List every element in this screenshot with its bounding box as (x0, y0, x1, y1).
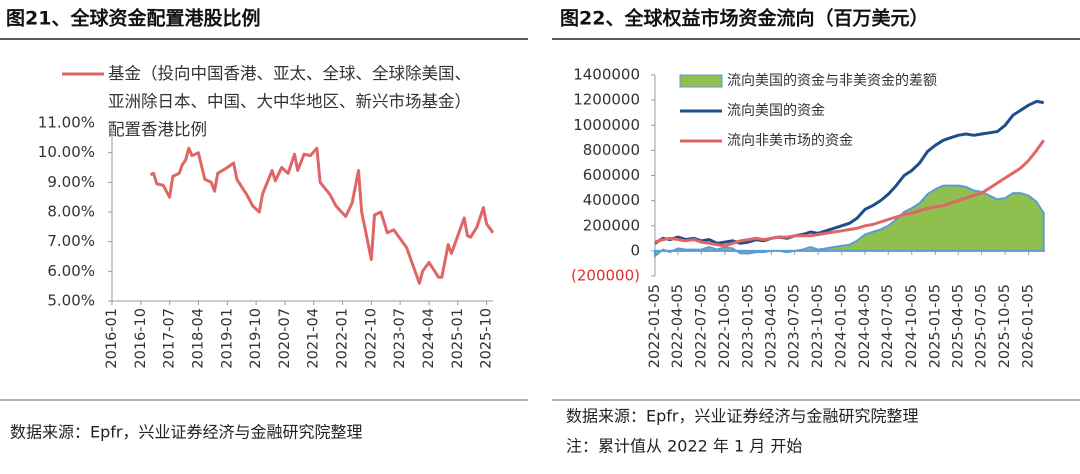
x-tick-label: 2022-01-05 (647, 284, 663, 368)
source: 数据来源：Epfr，兴业证券经济与金融研究院整理 (10, 423, 362, 442)
x-tick-label: 2018-04 (190, 308, 206, 369)
x-tick-label: 2024-01-05 (834, 284, 850, 368)
x-tick-label: 2023-07-05 (787, 284, 803, 368)
x-tick-label: 2023-04-05 (763, 284, 779, 368)
line (654, 139, 1045, 248)
x-tick-label: 2025-01-05 (927, 284, 943, 368)
x-tick-label: 2019-10 (248, 308, 264, 369)
x-tick-label: 2023-07 (392, 308, 408, 369)
x-tick-label: 2025-10 (479, 308, 495, 369)
legend-box: 基金（投向中国香港、亚太、全球、全球除美国、亚洲除日本、中国、大中华地区、新兴市… (108, 64, 471, 139)
x-tick-label: 2025-04-05 (950, 284, 966, 368)
y-tick-label: 800000 (583, 141, 640, 159)
x-tick-label: 2017-07 (162, 308, 178, 369)
y-tick-label: 8.00% (47, 203, 95, 221)
x-tick-label: 2025-07-05 (974, 284, 990, 368)
legend-label: 流向美国的资金与非美资金的差额 (727, 73, 937, 89)
x-tick-label: 2023-01-05 (740, 284, 756, 368)
x-tick-label: 2021-04 (306, 308, 322, 369)
y-tick-label: 11.00% (38, 114, 95, 132)
x-tick-label: 2022-10-05 (717, 284, 733, 368)
y-tick-label: 10.00% (38, 143, 95, 161)
x-tick-label: 2023-10-05 (810, 284, 826, 368)
y-tick-label: 1000000 (573, 116, 640, 134)
line (149, 146, 495, 285)
y-tick-label: 600000 (583, 166, 640, 184)
x-tick-label: 2022-04-05 (670, 284, 686, 368)
x-tick-label: 2025-10-05 (997, 284, 1013, 368)
legend-swatch (679, 74, 723, 88)
source: 数据来源：Epfr，兴业证券经济与金融研究院整理 (566, 407, 918, 426)
legend-label: 基金（投向中国香港、亚太、全球、全球除美国、亚洲除日本、中国、大中华地区、新兴市… (108, 64, 471, 139)
y-tick-label: 1200000 (573, 91, 640, 109)
line (654, 99, 1044, 245)
x-tick-label: 2022-01 (335, 308, 351, 369)
y-tick-label: 0 (630, 241, 640, 259)
x-tick-label: 2025-01 (450, 308, 466, 369)
x-tick-label: 2020-07 (277, 308, 293, 369)
note: 注：累计值从 2022 年 1 月 开始 (566, 437, 802, 456)
chart-title: 图21、全球资金配置港股比例 (6, 7, 260, 30)
x-tick-label: 2024-04-05 (857, 284, 873, 368)
y-tick-label: 9.00% (47, 173, 95, 191)
legend-label: 流向非美市场的资金 (727, 132, 853, 149)
x-tick-label: 2024-07-05 (880, 284, 896, 368)
x-tick-label: 2022-10 (363, 308, 379, 369)
x-tick-label: 2016-01 (104, 308, 120, 369)
x-tick-label: 2022-07-05 (693, 284, 709, 368)
y-tick-label: 5.00% (47, 292, 95, 310)
y-tick-label: 1400000 (573, 66, 640, 84)
y-tick-label: 7.00% (47, 232, 95, 250)
x-tick-label: 2024-04 (421, 308, 437, 369)
x-tick-label: 2016-10 (133, 308, 149, 369)
y-tick-label: (200000) (571, 267, 640, 285)
y-tick-label: 200000 (583, 216, 640, 234)
x-tick-label: 2026-01-05 (1021, 284, 1037, 368)
legend-label: 流向美国的资金 (727, 103, 825, 119)
chart-title: 图22、全球权益市场资金流向（百万美元） (560, 7, 928, 30)
y-tick-label: 400000 (583, 191, 640, 209)
x-tick-label: 2024-10-05 (904, 284, 920, 368)
x-tick-label: 2019-01 (219, 308, 235, 369)
y-tick-label: 6.00% (47, 262, 95, 280)
